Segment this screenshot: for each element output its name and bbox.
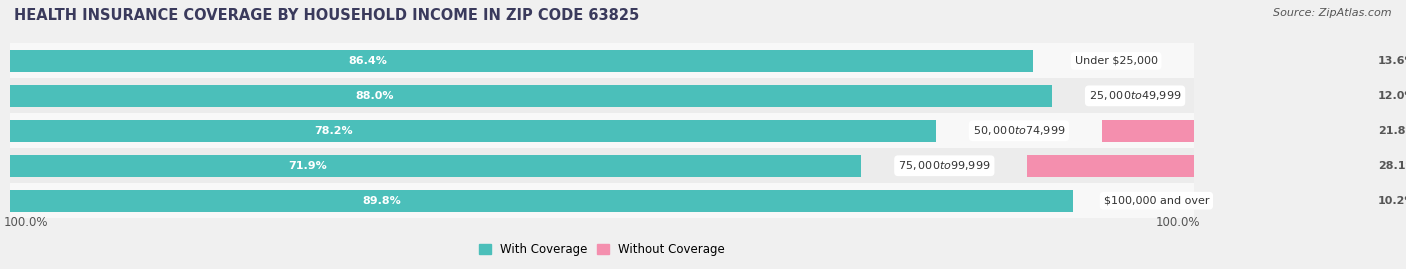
Text: 13.6%: 13.6% [1378,56,1406,66]
Text: Source: ZipAtlas.com: Source: ZipAtlas.com [1274,8,1392,18]
Bar [1218,85,1360,107]
Bar [10,120,936,142]
Text: 88.0%: 88.0% [356,91,394,101]
Text: 100.0%: 100.0% [4,216,48,229]
Bar [1239,190,1360,211]
Legend: With Coverage, Without Coverage: With Coverage, Without Coverage [474,238,730,261]
Text: 71.9%: 71.9% [288,161,328,171]
Text: 100.0%: 100.0% [1156,216,1201,229]
Text: 78.2%: 78.2% [315,126,353,136]
Text: $100,000 and over: $100,000 and over [1104,196,1209,206]
Bar [10,85,1052,107]
Text: 28.1%: 28.1% [1378,161,1406,171]
Text: 12.0%: 12.0% [1378,91,1406,101]
Bar [10,155,862,176]
Bar [10,50,1033,72]
Bar [1028,155,1360,176]
Bar [10,148,1194,183]
Text: HEALTH INSURANCE COVERAGE BY HOUSEHOLD INCOME IN ZIP CODE 63825: HEALTH INSURANCE COVERAGE BY HOUSEHOLD I… [14,8,640,23]
Bar [1102,120,1360,142]
Bar [10,190,1073,211]
Bar [10,43,1194,78]
Text: 21.8%: 21.8% [1378,126,1406,136]
Bar [10,78,1194,113]
Text: Under $25,000: Under $25,000 [1074,56,1157,66]
Bar [1199,50,1360,72]
Bar [10,113,1194,148]
Text: 89.8%: 89.8% [363,196,401,206]
Text: 86.4%: 86.4% [349,56,387,66]
Text: 10.2%: 10.2% [1378,196,1406,206]
Text: $25,000 to $49,999: $25,000 to $49,999 [1088,89,1181,102]
Text: $50,000 to $74,999: $50,000 to $74,999 [973,124,1066,137]
Text: $75,000 to $99,999: $75,000 to $99,999 [898,159,991,172]
Bar [10,183,1194,218]
